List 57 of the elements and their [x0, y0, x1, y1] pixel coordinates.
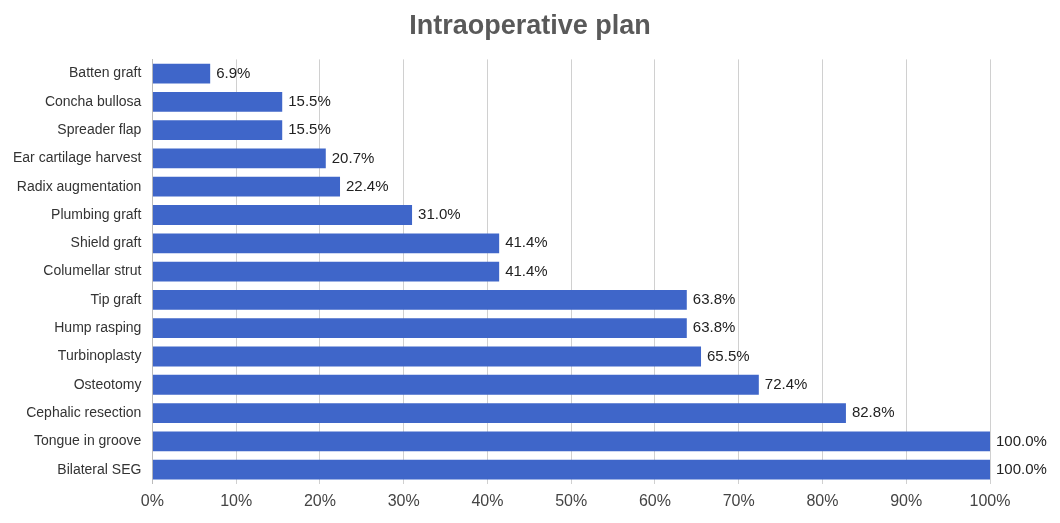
bar — [152, 148, 326, 169]
data-label: 63.8% — [692, 290, 736, 308]
x-tick-label: 100% — [969, 491, 1011, 509]
x-tick-label: 50% — [555, 491, 588, 509]
x-tick-label: 30% — [387, 491, 420, 509]
data-label: 15.5% — [288, 91, 331, 109]
y-tick-label: Columellar strut — [43, 262, 142, 279]
bar — [152, 289, 687, 310]
y-tick-label: Concha bullosa — [44, 92, 142, 109]
x-tick-label: 70% — [722, 491, 755, 509]
x-tick-label: 80% — [806, 491, 839, 509]
y-tick-label: Tongue in groove — [33, 432, 142, 449]
y-tick-label: Hump rasping — [54, 319, 142, 336]
y-tick-label: Ear cartilage harvest — [12, 149, 142, 166]
y-tick-label: Spreader flap — [57, 120, 142, 137]
data-label: 65.5% — [707, 346, 750, 364]
bar — [152, 120, 283, 141]
bar — [152, 403, 846, 423]
bar — [152, 374, 759, 395]
data-label: 82.8% — [851, 403, 895, 421]
y-tick-label: Cephalic resection — [26, 403, 142, 420]
bar — [152, 261, 500, 282]
bar — [152, 346, 702, 367]
data-label: 22.4% — [346, 176, 389, 194]
y-tick-label: Batten graft — [69, 64, 142, 81]
data-label: 41.4% — [505, 233, 548, 251]
data-label: 63.8% — [692, 318, 736, 336]
data-label: 31.0% — [418, 205, 461, 223]
data-label: 20.7% — [331, 148, 375, 166]
y-tick-label: Turbinoplasty — [57, 347, 142, 364]
y-tick-label: Radix augmentation — [16, 177, 142, 194]
bar — [152, 431, 990, 452]
x-tick-label: 90% — [890, 491, 923, 509]
x-tick-label: 0% — [140, 491, 164, 509]
bar — [152, 176, 341, 197]
data-label: 41.4% — [505, 261, 548, 279]
data-label: 100.0% — [996, 459, 1047, 477]
y-tick-label: Tip graft — [90, 290, 142, 307]
data-label: 72.4% — [764, 374, 808, 392]
data-label: 15.5% — [288, 120, 331, 138]
y-tick-label: Bilateral SEG — [57, 460, 142, 477]
bar — [152, 205, 413, 225]
bar — [152, 318, 687, 339]
data-label: 6.9% — [216, 63, 251, 81]
bar — [152, 233, 500, 254]
x-tick-label: 10% — [220, 491, 253, 509]
y-tick-label: Osteotomy — [73, 375, 142, 392]
y-tick-label: Plumbing graft — [51, 205, 142, 222]
x-tick-label: 60% — [638, 491, 671, 509]
y-tick-label: Shield graft — [70, 234, 142, 251]
chart-title: Intraoperative plan — [408, 10, 652, 42]
bar — [152, 63, 211, 84]
data-label: 100.0% — [996, 431, 1047, 449]
bar — [152, 459, 990, 480]
bar — [152, 91, 283, 112]
x-tick-label: 20% — [303, 491, 336, 509]
x-tick-label: 40% — [471, 491, 504, 509]
